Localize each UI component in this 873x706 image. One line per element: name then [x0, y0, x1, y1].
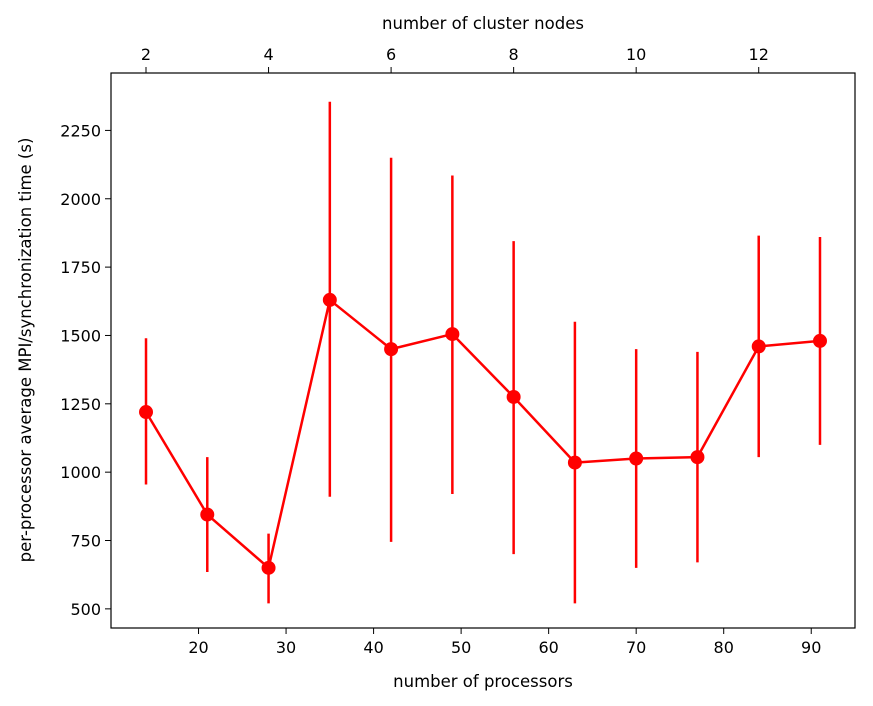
x-tick-label-2: 40 — [363, 638, 383, 657]
x2-tick-label-1: 4 — [263, 45, 273, 64]
data-point-0-9 — [690, 450, 705, 465]
y-tick-label-2: 1000 — [60, 463, 101, 482]
y-tick-label-4: 1500 — [60, 326, 101, 345]
x-tick-label-4: 60 — [538, 638, 558, 657]
y-tick-label-7: 2250 — [60, 121, 101, 140]
data-point-0-8 — [629, 451, 644, 466]
plot-area — [111, 73, 855, 628]
x-axis-label: number of processors — [393, 672, 573, 691]
x-tick-label-3: 50 — [451, 638, 471, 657]
data-point-0-10 — [751, 339, 766, 354]
plot-frame — [110, 72, 856, 629]
data-point-0-7 — [567, 455, 582, 470]
data-marks — [139, 101, 827, 604]
data-point-0-5 — [445, 327, 460, 342]
x2-tick-label-3: 8 — [509, 45, 519, 64]
x2-axis-label: number of cluster nodes — [382, 14, 584, 33]
data-point-0-6 — [506, 389, 521, 404]
y-axis-label: per-processor average MPI/synchronizatio… — [16, 138, 35, 563]
x-tick-label-0: 20 — [188, 638, 208, 657]
x2-tick-label-5: 12 — [749, 45, 769, 64]
x2-tick-label-4: 10 — [626, 45, 646, 64]
x2-tick-label-0: 2 — [141, 45, 151, 64]
x-tick-label-7: 90 — [801, 638, 821, 657]
y-tick-label-6: 2000 — [60, 190, 101, 209]
data-point-0-1 — [200, 507, 215, 522]
x-tick-label-6: 80 — [714, 638, 734, 657]
data-point-0-4 — [384, 342, 399, 357]
y-tick-label-1: 750 — [70, 532, 101, 551]
data-point-0-11 — [812, 333, 827, 348]
axes: 20 30 40 50 60 70 80 90 2 4 6 8 10 12 500 750 1000 1250 15… — [60, 45, 821, 657]
x-tick-label-5: 70 — [626, 638, 646, 657]
y-tick-label-5: 1750 — [60, 258, 101, 277]
y-tick-label-0: 500 — [70, 600, 101, 619]
x2-tick-label-2: 6 — [386, 45, 396, 64]
y-tick-label-3: 1250 — [60, 395, 101, 414]
series-line-0 — [144, 298, 821, 570]
data-point-0-0 — [139, 405, 154, 420]
x-tick-label-1: 30 — [276, 638, 296, 657]
data-point-0-2 — [261, 560, 276, 575]
data-point-0-3 — [322, 292, 337, 307]
